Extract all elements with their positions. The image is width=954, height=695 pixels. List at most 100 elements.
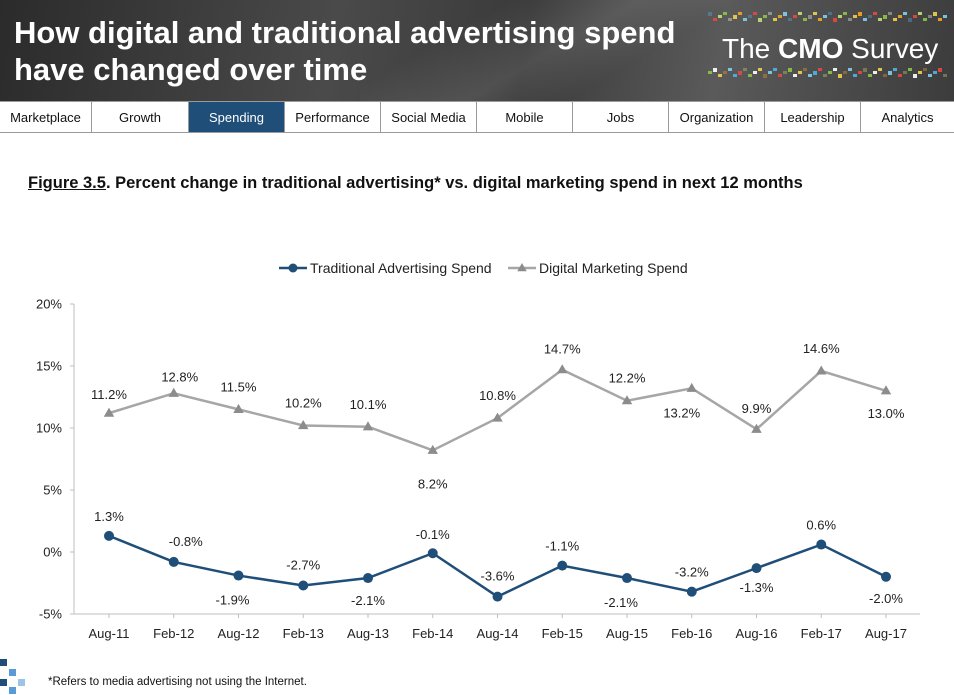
logo-pixel <box>778 15 782 18</box>
x-tick-label: Aug-16 <box>736 626 778 641</box>
logo-pixel <box>933 71 937 74</box>
logo-suffix: Survey <box>843 33 939 64</box>
x-tick-label: Feb-17 <box>801 626 842 641</box>
logo-bold: CMO <box>778 33 844 64</box>
tab-organization[interactable]: Organization <box>669 102 765 132</box>
corner-decoration <box>0 659 25 694</box>
logo-pixel <box>728 18 732 21</box>
logo-pixel <box>798 12 802 15</box>
logo-pixel <box>728 68 732 71</box>
line-chart: -5% 0% 5% 10% 15% 20% Aug-11 Feb-12 Aug-12 Feb-13… <box>36 260 920 641</box>
tab-label: Leadership <box>780 109 845 125</box>
data-label-digital: 11.5% <box>221 379 257 394</box>
logo-pixel <box>868 15 872 18</box>
data-label-traditional: 0.6% <box>806 518 836 533</box>
logo-pixel <box>788 68 792 72</box>
logo-pixel <box>838 15 842 18</box>
logo-pixel <box>913 74 917 78</box>
logo-pixel <box>793 74 797 77</box>
data-label-digital: 10.8% <box>479 388 516 403</box>
logo-pixel <box>803 18 807 21</box>
logo-pixel-strip-bottom <box>708 68 947 78</box>
logo-pixel <box>908 18 912 22</box>
logo-pixel <box>903 71 907 74</box>
logo-pixel <box>758 68 762 71</box>
logo-pixel <box>708 71 712 74</box>
data-label-traditional: -2.1% <box>351 593 385 608</box>
logo-pixel <box>808 15 812 19</box>
logo-pixel <box>943 74 947 77</box>
logo-pixel <box>898 74 902 77</box>
tab-performance[interactable]: Performance <box>285 102 381 132</box>
tab-label: Organization <box>679 109 754 125</box>
data-point-digital <box>751 423 762 433</box>
y-tick-label: 5% <box>43 483 62 498</box>
data-point-traditional <box>557 560 568 571</box>
tab-mobile[interactable]: Mobile <box>477 102 573 132</box>
data-point-traditional <box>427 548 438 559</box>
logo-pixel <box>723 71 727 74</box>
data-label-traditional: -2.1% <box>604 595 638 610</box>
footnote: *Refers to media advertising not using t… <box>48 676 307 688</box>
logo-pixel <box>878 18 882 21</box>
page-title-line-1: How digital and traditional advertising … <box>14 15 676 50</box>
logo-pixel <box>818 18 822 21</box>
logo-pixel <box>858 12 862 16</box>
logo-pixel <box>833 68 837 71</box>
logo-pixel <box>828 71 832 74</box>
logo-pixel <box>888 12 892 15</box>
x-tick-label: Feb-12 <box>153 626 194 641</box>
x-tick-label: Aug-15 <box>606 626 648 641</box>
logo-pixel <box>933 12 937 16</box>
logo-pixel <box>713 68 717 72</box>
x-tick-label: Feb-16 <box>671 626 712 641</box>
tab-spending[interactable]: Spending <box>189 102 285 132</box>
y-tick-label: 20% <box>36 297 62 312</box>
logo-pixel <box>898 15 902 18</box>
x-tick-label: Aug-14 <box>477 626 519 641</box>
data-label-traditional: -3.6% <box>481 569 515 584</box>
data-label-digital: 10.2% <box>285 396 322 411</box>
logo-pixel <box>723 12 727 15</box>
tab-leadership[interactable]: Leadership <box>765 102 861 132</box>
logo-pixel <box>853 15 857 18</box>
logo-pixel <box>833 18 837 22</box>
logo-pixel <box>873 71 877 74</box>
data-point-traditional <box>233 570 244 581</box>
logo-pixel <box>903 12 907 15</box>
data-label-traditional: -1.1% <box>545 539 579 554</box>
data-point-digital <box>103 407 115 417</box>
tab-social-media[interactable]: Social Media <box>381 102 477 132</box>
data-label-traditional: -1.9% <box>216 593 250 608</box>
tab-label: Growth <box>119 109 161 125</box>
tab-label: Mobile <box>505 109 544 125</box>
logo-pixel <box>783 71 787 74</box>
logo-pixel <box>893 18 897 21</box>
tab-jobs[interactable]: Jobs <box>573 102 669 132</box>
tab-analytics[interactable]: Analytics <box>861 102 954 132</box>
data-point-digital <box>557 364 568 374</box>
data-point-traditional <box>492 591 503 602</box>
logo-pixel <box>868 74 872 77</box>
data-point-traditional <box>363 573 373 584</box>
logo-pixel <box>713 18 717 21</box>
data-label-digital: 10.1% <box>350 397 387 412</box>
logo-pixel <box>883 74 887 77</box>
tab-marketplace[interactable]: Marketplace <box>0 102 92 132</box>
data-label-digital: 9.9% <box>742 401 772 416</box>
figure-caption-text: . Percent change in traditional advertis… <box>105 174 803 192</box>
logo-pixel <box>748 74 752 77</box>
logo-pixel <box>753 12 757 15</box>
logo-pixel <box>838 74 842 78</box>
tab-growth[interactable]: Growth <box>92 102 189 132</box>
logo-pixel <box>828 12 832 15</box>
data-point-digital <box>233 403 244 413</box>
data-label-traditional: -3.2% <box>675 565 709 580</box>
legend-marker-traditional <box>288 263 298 273</box>
data-point-traditional <box>881 571 891 582</box>
logo-pixel <box>733 74 737 77</box>
logo-pixel <box>883 15 887 19</box>
x-tick-label: Feb-14 <box>412 626 453 641</box>
logo-pixel <box>918 71 922 74</box>
logo-pixel <box>778 74 782 77</box>
